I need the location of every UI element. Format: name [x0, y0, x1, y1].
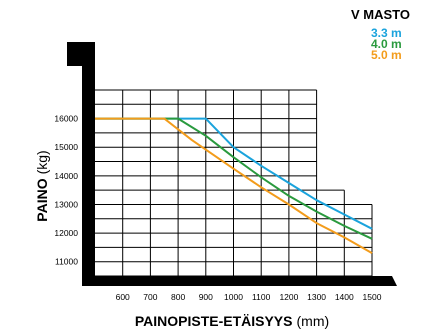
x-axis-bar	[82, 276, 397, 286]
x-axis-title: PAINOPISTE-ETÄISYYS (mm)	[135, 313, 329, 329]
y-tick-label: 14000	[54, 171, 78, 181]
legend-entry: 4.0 m	[371, 37, 402, 51]
x-tick-label: 600	[116, 292, 130, 302]
y-axis-cap	[67, 42, 95, 66]
x-tick-label: 1300	[307, 292, 326, 302]
x-tick-label: 1200	[279, 292, 298, 302]
y-tick-labels: 11000 12000 13000 14000 15000 16000	[54, 114, 78, 267]
legend-entry: 3.3 m	[371, 26, 402, 40]
y-tick-label: 13000	[54, 199, 78, 209]
series-line	[95, 117, 373, 254]
legend-title: V MASTO	[351, 7, 410, 22]
y-axis-title: PAINO(kg)	[34, 150, 50, 221]
legend: V MASTO 3.3 m4.0 m5.0 m	[351, 7, 410, 62]
y-axis-bar	[82, 42, 95, 286]
y-tick-label: 16000	[54, 114, 78, 124]
y-tick-label: 12000	[54, 228, 78, 238]
x-tick-labels: 600 700 800 900 1000 1100 1200 1300 1400 1500	[116, 292, 382, 302]
legend-entry: 5.0 m	[371, 48, 402, 62]
y-tick-label: 15000	[54, 142, 78, 152]
x-tick-label: 800	[171, 292, 185, 302]
x-tick-label: 1500	[363, 292, 382, 302]
series-line	[95, 117, 373, 230]
x-tick-label: 1100	[252, 292, 271, 302]
series-group	[95, 117, 373, 254]
x-tick-label: 900	[199, 292, 213, 302]
x-tick-label: 1400	[335, 292, 354, 302]
x-tick-label: 1000	[224, 292, 243, 302]
legend-entries: 3.3 m4.0 m5.0 m	[371, 26, 402, 62]
y-tick-label: 11000	[55, 257, 78, 267]
series-line	[95, 117, 373, 240]
x-tick-label: 700	[143, 292, 157, 302]
chart-frame	[67, 42, 397, 286]
